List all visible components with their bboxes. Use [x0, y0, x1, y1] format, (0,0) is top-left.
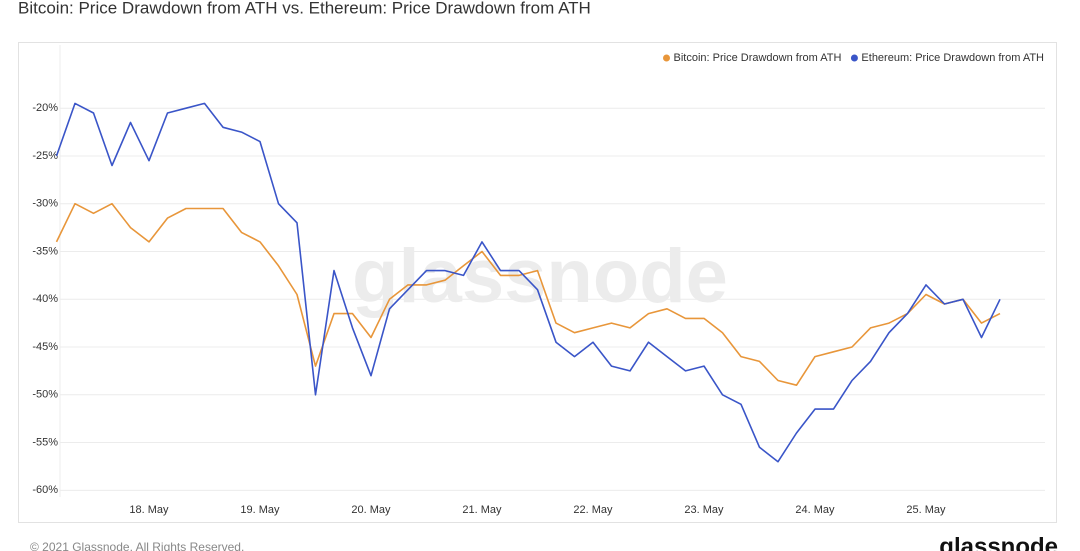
logo: glassnode	[939, 533, 1058, 551]
y-tick-label: -55%	[32, 436, 58, 448]
x-tick-label: 24. May	[795, 504, 835, 516]
x-tick-label: 18. May	[129, 504, 169, 516]
y-tick-label: -50%	[32, 389, 58, 401]
legend-marker	[850, 54, 858, 62]
x-tick-label: 23. May	[684, 504, 724, 516]
y-tick-label: -40%	[32, 293, 58, 305]
y-tick-label: -20%	[32, 102, 58, 114]
legend-label: Bitcoin: Price Drawdown from ATH	[674, 52, 842, 64]
y-tick-label: -60%	[32, 484, 58, 496]
legend-label: Ethereum: Price Drawdown from ATH	[861, 52, 1044, 64]
x-tick-label: 22. May	[573, 504, 613, 516]
x-tick-label: 19. May	[240, 504, 280, 516]
legend-marker	[663, 54, 671, 62]
series-line	[55, 102, 1001, 463]
y-tick-label: -35%	[32, 245, 58, 257]
x-tick-label: 20. May	[351, 504, 391, 516]
series-line	[55, 202, 1001, 386]
y-tick-label: -45%	[32, 341, 58, 353]
footer: © 2021 Glassnode. All Rights Reserved.	[30, 540, 244, 551]
y-tick-label: -25%	[32, 150, 58, 162]
x-tick-label: 25. May	[906, 504, 946, 516]
x-tick-label: 21. May	[462, 504, 502, 516]
y-tick-label: -30%	[32, 198, 58, 210]
chart-title: Bitcoin: Price Drawdown from ATH vs. Eth…	[18, 0, 591, 17]
